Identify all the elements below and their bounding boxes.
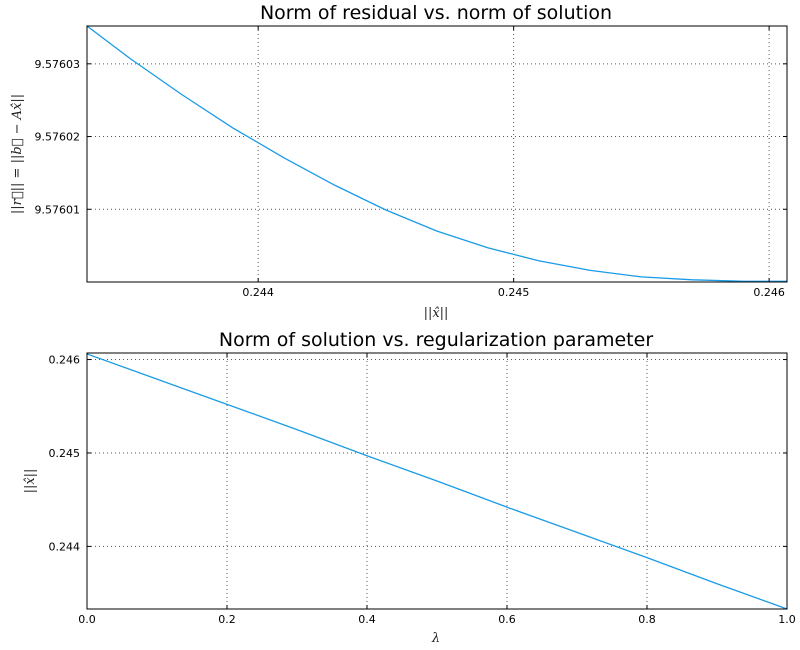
chart-1-grid	[87, 26, 787, 282]
chart-1-y-tick-label: 9.57601	[35, 203, 81, 216]
chart-1-x-tick-label: 0.245	[498, 286, 530, 299]
chart-2-x-tick-label: 0.0	[78, 613, 96, 626]
chart-2-y-tick-label: 0.246	[49, 354, 81, 367]
chart-1-series-line	[86, 25, 788, 282]
chart-2-x-tick-label: 0.2	[218, 613, 236, 626]
chart-2-x-axis-label: λ	[431, 631, 440, 646]
chart-1-ticks: 0.244 0.245 0.246 9.57601 9.57602 9.57603	[35, 26, 787, 299]
chart-1-x-axis-label: ||x̂||	[424, 306, 449, 321]
chart-2-x-tick-label: 0.4	[358, 613, 376, 626]
chart-1-y-tick-label: 9.57602	[35, 131, 81, 144]
chart-residual-vs-solution: Norm of residual vs. norm of solution 0.…	[10, 2, 788, 321]
chart-1-title: Norm of residual vs. norm of solution	[260, 2, 612, 24]
chart-2-series-line	[86, 353, 788, 610]
chart-1-frame	[86, 25, 788, 283]
chart-2-y-axis-label: ||x̂||	[23, 469, 38, 494]
chart-2-series	[86, 353, 788, 610]
chart-2-title: Norm of solution vs. regularization para…	[219, 329, 653, 351]
chart-2-x-tick-label: 0.8	[638, 613, 656, 626]
chart-2-ticks: 0.0 0.2 0.4 0.6 0.8 1.0 0.244 0.245 0.246	[49, 353, 796, 626]
chart-1-x-tick-label: 0.246	[753, 286, 785, 299]
chart-2-x-tick-label: 1.0	[778, 613, 796, 626]
chart-1-x-tick-label: 0.244	[242, 286, 274, 299]
chart-1-y-axis-label: ||r⃗|| = ||b⃗ − Ax̂||	[10, 94, 25, 214]
chart-1-y-tick-label: 9.57603	[35, 58, 81, 71]
chart-2-y-tick-label: 0.244	[49, 540, 81, 553]
chart-2-y-tick-label: 0.245	[49, 447, 81, 460]
chart-2-frame	[86, 352, 788, 610]
chart-1-series	[86, 25, 788, 282]
chart-solution-vs-regularization: Norm of solution vs. regularization para…	[23, 329, 796, 646]
chart-2-x-tick-label: 0.6	[498, 613, 516, 626]
